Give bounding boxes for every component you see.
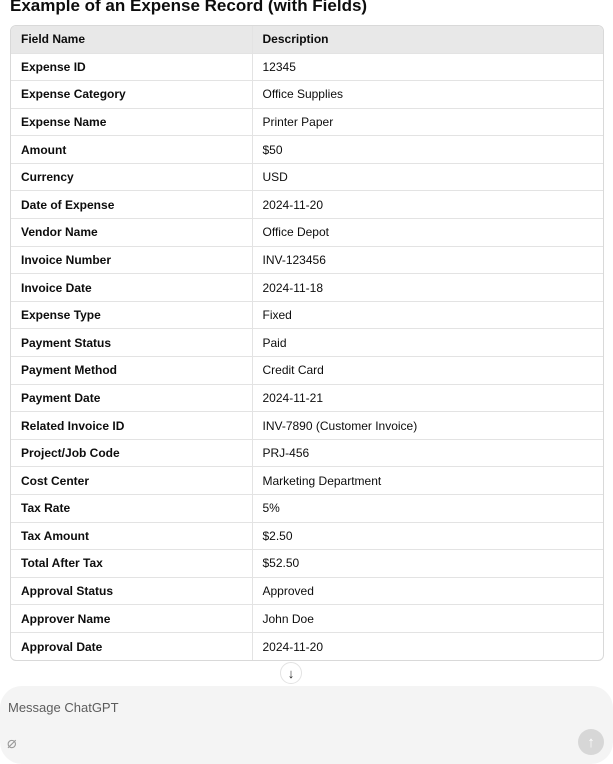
table-header-row: Field Name Description xyxy=(11,26,603,54)
description-cell: PRJ-456 xyxy=(252,439,603,468)
field-name-cell: Approval Date xyxy=(11,632,253,661)
field-name-cell: Payment Method xyxy=(11,356,253,385)
field-name-cell: Expense Category xyxy=(11,80,253,109)
arrow-up-icon: ↑ xyxy=(587,733,595,751)
description-cell: INV-7890 (Customer Invoice) xyxy=(252,411,603,440)
field-name-cell: Payment Date xyxy=(11,384,253,413)
table-row: Expense Name Printer Paper xyxy=(11,108,603,137)
field-name-cell: Total After Tax xyxy=(11,549,253,578)
field-name-cell: Related Invoice ID xyxy=(11,411,253,440)
field-name-cell: Payment Status xyxy=(11,328,253,358)
field-name-cell: Tax Amount xyxy=(11,522,253,551)
field-name-cell: Expense ID xyxy=(11,53,253,82)
description-cell: 2024-11-20 xyxy=(252,190,603,220)
field-name-cell: Tax Rate xyxy=(11,494,253,523)
table-row: Date of Expense 2024-11-20 xyxy=(11,190,603,220)
table-row: Payment Date 2024-11-21 xyxy=(11,384,603,413)
table-row: Related Invoice ID INV-7890 (Customer Inv… xyxy=(11,411,603,440)
message-input[interactable]: Message ChatGPT xyxy=(8,700,119,715)
field-name-cell: Invoice Number xyxy=(11,246,253,275)
description-cell: Approved xyxy=(252,577,603,606)
table-row: Amount $50 xyxy=(11,135,603,164)
table-row: Approval Date 2024-11-20 xyxy=(11,632,603,661)
table-row: Expense Category Office Supplies xyxy=(11,80,603,109)
field-name-cell: Vendor Name xyxy=(11,218,253,247)
description-cell: 2024-11-18 xyxy=(252,273,603,302)
table-row: Project/Job Code PRJ-456 xyxy=(11,439,603,468)
field-name-cell: Expense Type xyxy=(11,301,253,330)
table-row: Payment Method Credit Card xyxy=(11,356,603,385)
description-cell: 2024-11-21 xyxy=(252,384,603,413)
description-cell: Office Depot xyxy=(252,218,603,247)
description-cell: Fixed xyxy=(252,301,603,330)
column-header-field-name: Field Name xyxy=(11,26,253,54)
table-row: Payment Status Paid xyxy=(11,328,603,358)
description-cell: $50 xyxy=(252,135,603,164)
field-name-cell: Expense Name xyxy=(11,108,253,137)
description-cell: INV-123456 xyxy=(252,246,603,275)
expense-table: Field Name Description Expense ID 12345 Ex… xyxy=(10,25,604,662)
table-row: Tax Amount $2.50 xyxy=(11,522,603,551)
field-name-cell: Project/Job Code xyxy=(11,439,253,468)
description-cell: John Doe xyxy=(252,604,603,633)
description-cell: 2024-11-20 xyxy=(262,639,324,654)
paperclip-icon[interactable]: ⌀ xyxy=(7,735,17,752)
table-row: Invoice Number INV-123456 xyxy=(11,246,603,275)
field-name-cell: Amount xyxy=(11,135,253,164)
table-row: Cost Center Marketing Department xyxy=(11,466,603,495)
column-header-description: Description xyxy=(252,26,603,54)
table-row: Expense ID 12345 xyxy=(11,53,603,82)
field-name-cell: Cost Center xyxy=(11,466,253,495)
description-cell: 12345 xyxy=(252,53,603,82)
table-row: Vendor Name Office Depot xyxy=(11,218,603,247)
description-cell: Office Supplies xyxy=(252,80,603,109)
description-cell: Marketing Department xyxy=(252,466,603,495)
field-name-cell: Approval Status xyxy=(11,577,253,606)
description-cell: Printer Paper xyxy=(252,108,603,137)
table-row: Tax Rate 5% xyxy=(11,494,603,523)
table-row: Invoice Date 2024-11-18 xyxy=(11,273,603,302)
table-row: Approval Status Approved xyxy=(11,577,603,606)
description-cell: $52.50 xyxy=(252,549,603,578)
description-cell: Paid xyxy=(252,328,603,358)
field-name-cell: Currency xyxy=(11,163,253,192)
description-cell: 5% xyxy=(252,494,603,523)
field-name-cell: Date of Expense xyxy=(11,190,253,220)
arrow-down-icon: ↓ xyxy=(287,665,295,681)
table-row: Total After Tax $52.50 xyxy=(11,549,603,578)
description-cell: Credit Card xyxy=(252,356,603,385)
send-button[interactable]: ↑ xyxy=(578,729,604,755)
description-cell: $2.50 xyxy=(252,522,603,551)
message-composer[interactable]: Message ChatGPT ⌀ ↑ xyxy=(0,686,613,764)
section-heading: Example of an Expense Record (with Field… xyxy=(10,0,368,15)
scroll-to-bottom-button[interactable]: ↓ xyxy=(280,662,302,684)
description-cell: USD xyxy=(252,163,603,192)
table-row: Approver Name John Doe xyxy=(11,604,603,633)
table-row: Expense Type Fixed xyxy=(11,301,603,330)
field-name-cell: Approver Name xyxy=(11,604,253,633)
table-row: Currency USD xyxy=(11,163,603,192)
field-name-cell: Invoice Date xyxy=(11,273,253,302)
